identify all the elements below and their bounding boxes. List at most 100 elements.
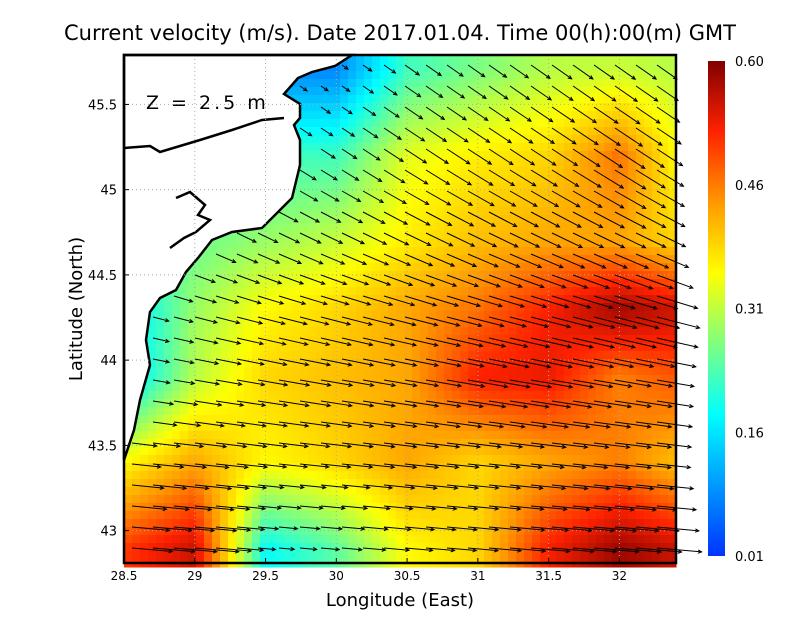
heatmap-cell — [484, 439, 493, 448]
heatmap-cell — [340, 199, 349, 208]
heatmap-cell — [524, 511, 533, 520]
heatmap-cell — [572, 463, 581, 472]
heatmap-cell — [644, 95, 653, 104]
heatmap-cell — [388, 103, 397, 112]
heatmap-cell — [412, 103, 421, 112]
heatmap-cell — [340, 455, 349, 464]
heatmap-cell — [348, 343, 357, 352]
heatmap-cell — [252, 367, 261, 376]
velocity-arrow — [488, 337, 529, 349]
heatmap-cell — [644, 167, 653, 176]
velocity-arrow — [530, 106, 554, 123]
heatmap-cell — [196, 543, 205, 552]
heatmap-cell — [164, 367, 173, 376]
heatmap-cell — [564, 455, 573, 464]
heatmap-cell — [420, 135, 429, 144]
heatmap-cell — [372, 311, 381, 320]
velocity-arrow — [362, 337, 396, 347]
heatmap-cell — [324, 199, 333, 208]
heatmap-cell — [260, 423, 269, 432]
heatmap-cell — [292, 551, 301, 560]
heatmap-cell — [292, 487, 301, 496]
heatmap-cell — [252, 487, 261, 496]
heatmap-cell — [644, 151, 653, 160]
heatmap-cell — [460, 207, 469, 216]
heatmap-cell — [420, 231, 429, 240]
velocity-arrow — [446, 232, 476, 247]
heatmap-cell — [292, 231, 301, 240]
heatmap-cell — [452, 103, 461, 112]
heatmap-cell — [372, 263, 381, 272]
heatmap-cell — [364, 183, 373, 192]
velocity-arrow — [551, 316, 594, 329]
heatmap-cell — [172, 527, 181, 536]
heatmap-cell — [316, 551, 325, 560]
heatmap-cell — [660, 111, 669, 120]
heatmap-cell — [372, 431, 381, 440]
heatmap-cell — [516, 135, 525, 144]
heatmap-cell — [244, 471, 253, 480]
velocity-arrow — [383, 316, 417, 327]
heatmap-cell — [572, 487, 581, 496]
velocity-arrow — [614, 232, 647, 249]
heatmap-cell — [452, 79, 461, 88]
heatmap-cell — [156, 511, 165, 520]
heatmap-cell — [388, 295, 397, 304]
heatmap-cell — [372, 543, 381, 552]
heatmap-cell — [300, 423, 309, 432]
heatmap-cell — [484, 447, 493, 456]
heatmap-cell — [580, 303, 589, 312]
velocity-arrow — [278, 442, 309, 449]
heatmap-cell — [148, 487, 157, 496]
heatmap-cell — [540, 455, 549, 464]
velocity-arrow — [320, 148, 336, 159]
heatmap-cell — [404, 263, 413, 272]
heatmap-cell — [292, 279, 301, 288]
heatmap-cell — [308, 71, 317, 80]
heatmap-cell — [508, 431, 517, 440]
heatmap-cell — [492, 423, 501, 432]
heatmap-cell — [452, 143, 461, 152]
velocity-arrow — [257, 442, 288, 449]
heatmap-cell — [300, 311, 309, 320]
heatmap-cell — [356, 143, 365, 152]
heatmap-cell — [380, 295, 389, 304]
heatmap-cell — [540, 119, 549, 128]
heatmap-cell — [532, 407, 541, 416]
heatmap-cell — [524, 471, 533, 480]
heatmap-cell — [172, 535, 181, 544]
heatmap-cell — [468, 103, 477, 112]
heatmap-cell — [444, 335, 453, 344]
velocity-arrow — [383, 64, 397, 74]
heatmap-cell — [204, 255, 213, 264]
heatmap-cell — [636, 207, 645, 216]
heatmap-cell — [412, 535, 421, 544]
heatmap-cell — [556, 335, 565, 344]
velocity-arrow — [131, 526, 171, 533]
heatmap-cell — [596, 311, 605, 320]
heatmap-cell — [428, 111, 437, 120]
velocity-arrow — [488, 526, 522, 532]
heatmap-cell — [212, 311, 221, 320]
heatmap-cell — [252, 287, 261, 296]
heatmap-cell — [484, 255, 493, 264]
heatmap-cell — [372, 287, 381, 296]
velocity-arrow — [236, 526, 266, 532]
heatmap-cell — [228, 527, 237, 536]
velocity-arrow — [593, 274, 632, 290]
heatmap-cell — [260, 447, 269, 456]
heatmap-cell — [444, 303, 453, 312]
heatmap-cell — [148, 391, 157, 400]
heatmap-cell — [564, 343, 573, 352]
velocity-arrow — [215, 526, 252, 532]
heatmap-cell — [148, 343, 157, 352]
heatmap-cell — [252, 463, 261, 472]
heatmap-cell — [244, 415, 253, 424]
heatmap-cell — [444, 351, 453, 360]
heatmap-cell — [236, 231, 245, 240]
heatmap-cell — [436, 455, 445, 464]
heatmap-cell — [396, 487, 405, 496]
heatmap-cell — [404, 87, 413, 96]
velocity-arrow — [530, 295, 570, 309]
heatmap-cell — [324, 103, 333, 112]
